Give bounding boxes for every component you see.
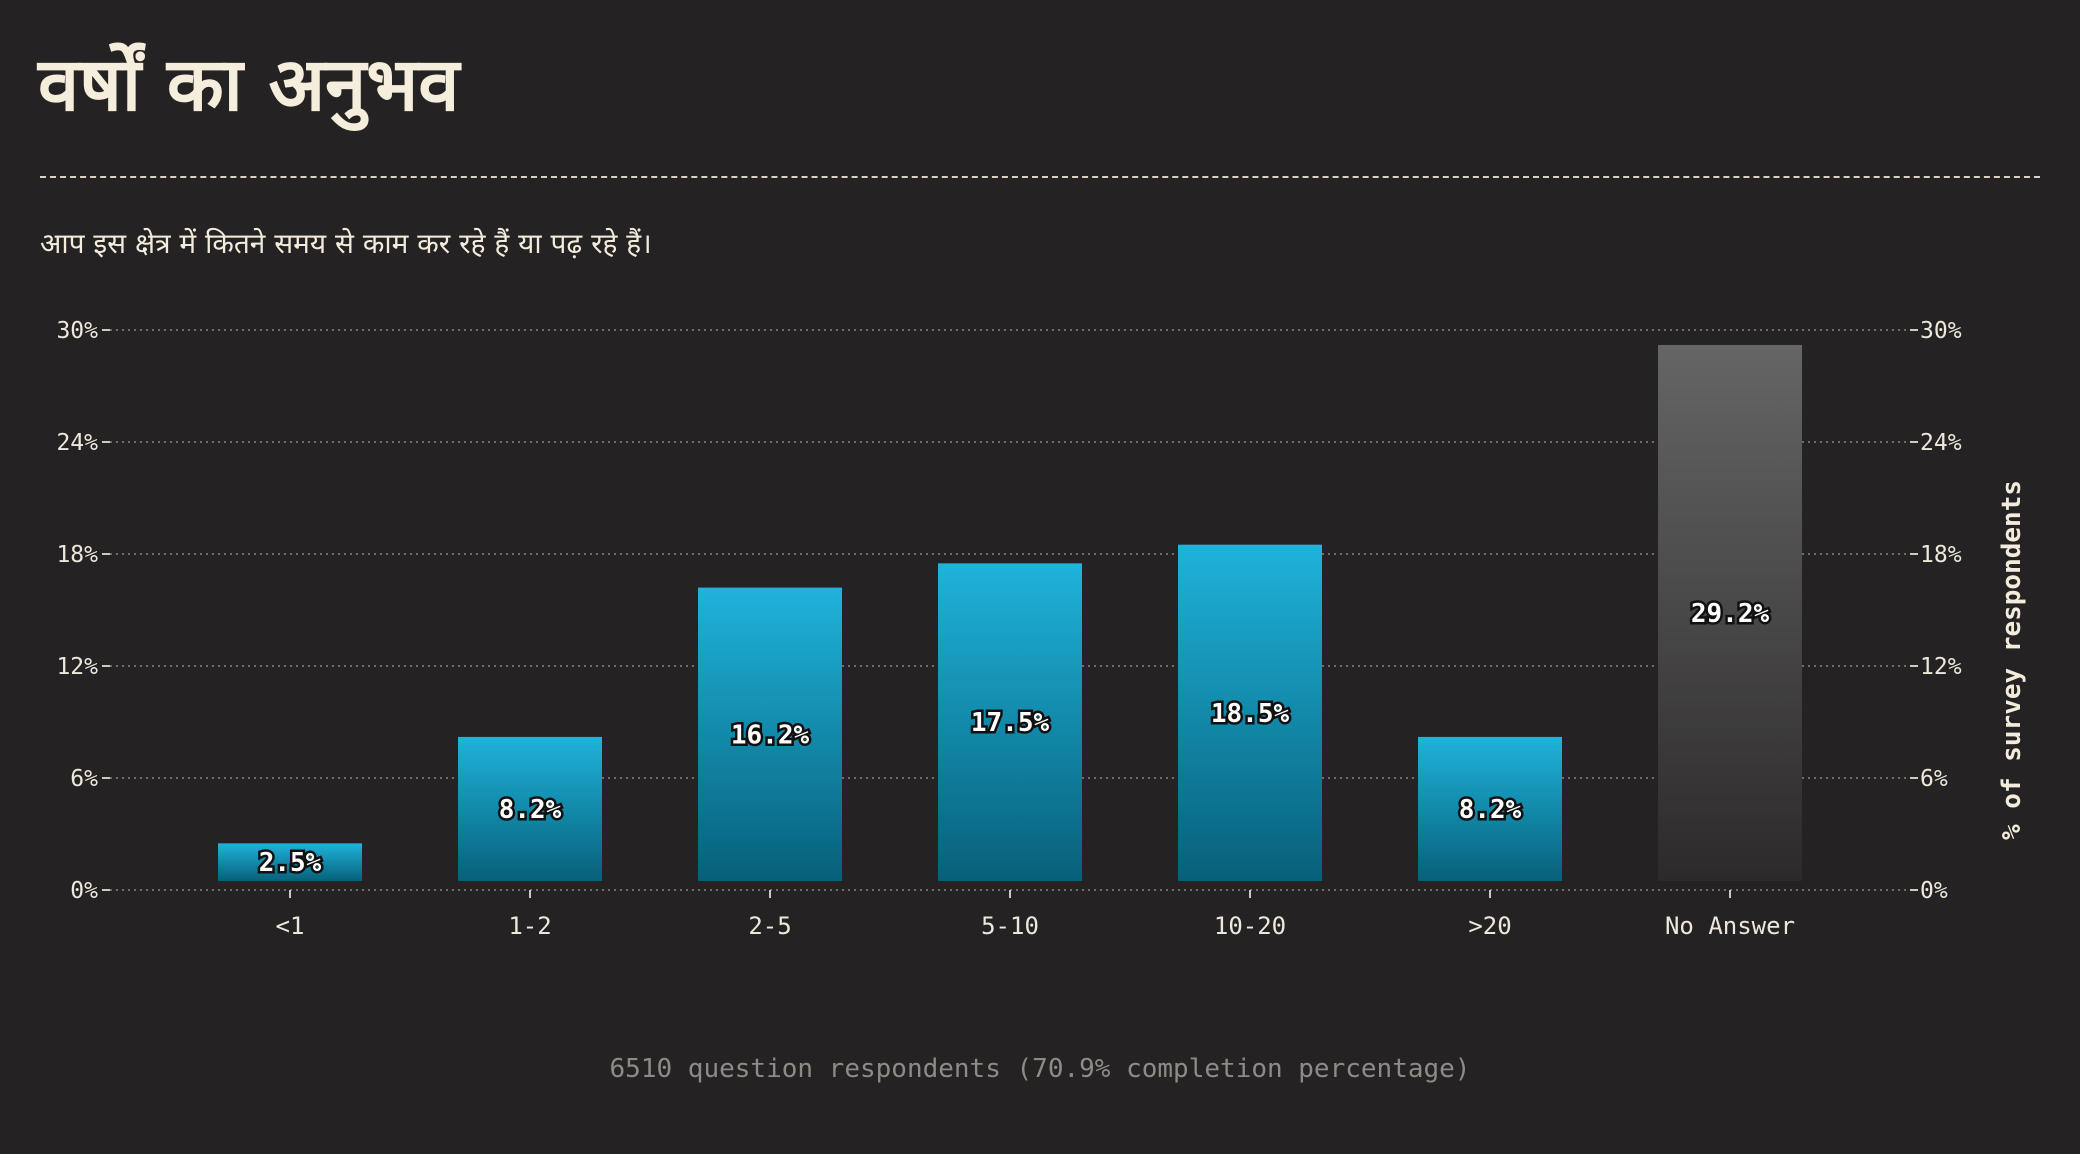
data-label: 2.5%: [259, 848, 322, 878]
x-tick-label: 2-5: [748, 912, 791, 940]
y-tick-label-right: 12%: [1920, 654, 1962, 680]
data-label: 8.2%: [499, 795, 562, 825]
x-tick-label: No Answer: [1665, 912, 1795, 940]
y-axis-label: % of survey respondents: [1997, 480, 2027, 840]
y-tick-label: 24%: [56, 430, 98, 456]
x-tick-label: >20: [1468, 912, 1511, 940]
bar: [218, 843, 362, 881]
data-label: 8.2%: [1459, 795, 1522, 825]
respondents-footnote: 6510 question respondents (70.9% complet…: [609, 1054, 1471, 1084]
data-label: 17.5%: [971, 708, 1050, 738]
x-axis: <1 1-2 2-5 5-10 10-20 >20 No Answer: [276, 890, 1795, 940]
bar-chart: 0% 6% 12% 18% 24% 30% 0% 6% 12% 18% 24% 30% <1 1-2 2…: [56, 318, 2027, 940]
y-tick-label: 30%: [56, 318, 98, 344]
data-label: 18.5%: [1211, 699, 1290, 729]
bar: [1658, 344, 1802, 881]
y-tick-label: 12%: [56, 654, 98, 680]
data-label: 16.2%: [731, 720, 810, 750]
title-divider: [40, 176, 2040, 178]
y-tick-label: 18%: [56, 542, 98, 568]
bar: [458, 736, 602, 881]
bar: [1418, 736, 1562, 881]
value-labels: 2.5% 8.2% 16.2% 17.5% 18.5% 8.2% 29.2%: [256, 596, 1772, 880]
chart-subtitle: आप इस क्षेत्र में कितने समय से काम कर रह…: [40, 227, 652, 260]
bar: [698, 587, 842, 881]
y-tick-label: 0%: [70, 878, 98, 904]
chart-title: वर्षों का अनुभव: [38, 42, 460, 128]
y-tick-label-right: 6%: [1920, 766, 1948, 792]
x-tick-label: 1-2: [508, 912, 551, 940]
x-tick-label: 5-10: [981, 912, 1039, 940]
right-y-axis: 0% 6% 12% 18% 24% 30%: [1910, 318, 1962, 904]
y-tick-label-right: 0%: [1920, 878, 1948, 904]
x-tick-label: 10-20: [1214, 912, 1286, 940]
y-tick-label-right: 30%: [1920, 318, 1962, 344]
bar: [1178, 544, 1322, 881]
bar: [938, 563, 1082, 881]
data-label: 29.2%: [1691, 599, 1770, 629]
y-tick-label-right: 18%: [1920, 542, 1962, 568]
x-tick-label: <1: [276, 912, 305, 940]
bars: [218, 344, 1802, 881]
left-y-axis: 0% 6% 12% 18% 24% 30%: [56, 318, 110, 904]
y-tick-label-right: 24%: [1920, 430, 1962, 456]
y-tick-label: 6%: [70, 766, 98, 792]
